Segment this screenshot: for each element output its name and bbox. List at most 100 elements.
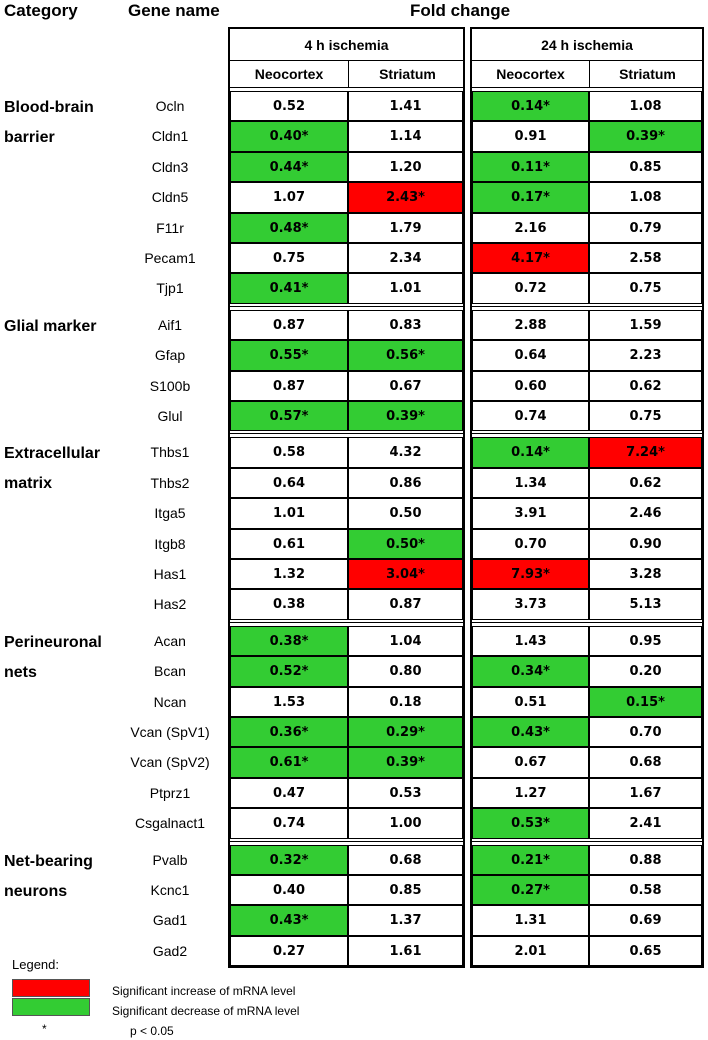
fold-value-cell: 0.27* xyxy=(472,875,589,906)
fold-value-cell: 1.20 xyxy=(348,151,463,183)
fold-value-cell: 0.41* xyxy=(230,273,348,304)
fold-value-cell: 0.17* xyxy=(472,182,589,213)
fold-value-cell: 0.21* xyxy=(472,844,589,875)
gene-name: Csgalnact1 xyxy=(134,815,206,832)
fold-value-cell: 1.59 xyxy=(589,309,702,341)
panel-4h-title: 4 h ischemia xyxy=(304,37,389,53)
gene-name: Cldn5 xyxy=(151,189,189,206)
fold-value-cell: 2.41 xyxy=(589,808,702,839)
fold-value-cell: 0.53* xyxy=(472,808,589,839)
fold-value-cell: 1.79 xyxy=(348,212,463,243)
fold-value-cell: 0.58 xyxy=(589,875,702,906)
legend-increase-label: Significant increase of mRNA level xyxy=(112,984,296,998)
gene-name: Thbs1 xyxy=(150,444,190,461)
panel-24h-col-striatum: Striatum xyxy=(619,66,676,82)
fold-value-cell: 0.29* xyxy=(348,717,463,748)
fold-value-cell: 1.43 xyxy=(472,625,589,657)
category-label: Blood-brain xyxy=(4,99,94,116)
fold-value-cell: 0.39* xyxy=(348,747,463,778)
fold-value-cell: 0.80 xyxy=(348,656,463,687)
fold-value-cell: 0.18 xyxy=(348,686,463,717)
fold-value-cell: 0.57* xyxy=(230,401,348,432)
fold-value-cell: 0.87 xyxy=(230,309,348,341)
fold-value-cell: 1.14 xyxy=(348,121,463,152)
fold-value-cell: 1.31 xyxy=(472,905,589,936)
gene-name: Gfap xyxy=(154,347,186,364)
panel-4h-title-divider xyxy=(230,60,463,61)
fold-value-cell: 0.75 xyxy=(589,273,702,304)
fold-value-cell: 2.46 xyxy=(589,498,702,529)
fold-value-cell: 0.87 xyxy=(348,589,463,620)
fold-value-cell: 0.53 xyxy=(348,777,463,809)
fold-value-cell: 1.34 xyxy=(472,467,589,499)
fold-value-cell: 1.01 xyxy=(230,498,348,529)
fold-value-cell: 5.13 xyxy=(589,589,702,620)
fold-value-cell: 1.27 xyxy=(472,777,589,809)
fold-value-cell: 0.52 xyxy=(230,91,348,122)
gene-name: Ncan xyxy=(153,693,187,710)
fold-value-cell: 4.17* xyxy=(472,243,589,274)
fold-value-cell: 0.60 xyxy=(472,370,589,401)
gene-name: Acan xyxy=(154,632,186,649)
fold-value-cell: 0.86 xyxy=(348,467,463,499)
panel-4h-col-neocortex: Neocortex xyxy=(254,66,324,82)
fold-value-cell: 0.70 xyxy=(472,528,589,559)
fold-value-cell: 1.08 xyxy=(589,182,702,213)
fold-value-cell: 0.95 xyxy=(589,625,702,657)
fold-value-cell: 0.90 xyxy=(589,528,702,559)
fold-value-cell: 0.62 xyxy=(589,370,702,401)
fold-value-cell: 1.37 xyxy=(348,905,463,936)
fold-value-cell: 0.88 xyxy=(589,844,702,875)
fold-value-cell: 0.55* xyxy=(230,340,348,371)
legend-pvalue: p < 0.05 xyxy=(130,1024,174,1038)
fold-value-cell: 1.53 xyxy=(230,686,348,717)
fold-value-cell: 0.67 xyxy=(472,747,589,778)
legend-title: Legend: xyxy=(12,957,59,972)
gene-name: Bcan xyxy=(154,663,186,680)
header-gene-name: Gene name xyxy=(128,1,220,20)
fold-value-cell: 2.01 xyxy=(472,935,589,967)
fold-value-cell: 0.44* xyxy=(230,151,348,183)
panel-24h-title-divider xyxy=(472,60,702,61)
gene-name: Vcan (SpV1) xyxy=(130,724,210,740)
fold-value-cell: 0.40 xyxy=(230,875,348,906)
fold-value-cell: 3.04* xyxy=(348,559,463,590)
fold-value-cell: 2.34 xyxy=(348,243,463,274)
fold-value-cell: 0.64 xyxy=(472,340,589,371)
fold-value-cell: 0.64 xyxy=(230,467,348,499)
fold-value-cell: 0.67 xyxy=(348,370,463,401)
fold-value-cell: 0.87 xyxy=(230,370,348,401)
gene-name: Cldn3 xyxy=(151,158,189,175)
header-fold-change: Fold change xyxy=(410,1,511,20)
gene-name: Has1 xyxy=(153,566,187,582)
gene-name: Itgb8 xyxy=(154,535,186,552)
legend-star: * xyxy=(42,1022,47,1036)
category-label: matrix xyxy=(4,475,53,493)
gene-name: Gad2 xyxy=(152,942,188,959)
gene-name: Pvalb xyxy=(152,851,188,868)
panel-4h: 4 h ischemia Neocortex Striatum xyxy=(228,27,465,969)
fold-value-cell: 0.11* xyxy=(472,151,589,183)
legend-increase-swatch xyxy=(12,979,90,997)
category-label: Extracellular xyxy=(4,445,101,463)
fold-value-cell: 0.20 xyxy=(589,656,702,687)
fold-value-cell: 0.38* xyxy=(230,625,348,657)
gene-name: Vcan (SpV2) xyxy=(130,754,210,771)
fold-value-cell: 0.58 xyxy=(230,437,348,468)
fold-value-cell: 2.16 xyxy=(472,212,589,243)
fold-value-cell: 1.41 xyxy=(348,91,463,122)
gene-name: Ptprz1 xyxy=(149,784,191,801)
gene-name: Kcnc1 xyxy=(150,882,190,898)
category-label: nets xyxy=(4,663,37,681)
fold-value-cell: 0.39* xyxy=(589,121,702,152)
gene-name: Thbs2 xyxy=(150,474,190,491)
fold-value-cell: 0.32* xyxy=(230,844,348,875)
category-label: Glial marker xyxy=(4,317,97,335)
fold-value-cell: 2.88 xyxy=(472,309,589,341)
category-label: barrier xyxy=(4,129,55,146)
fold-value-cell: 0.14* xyxy=(472,91,589,122)
fold-value-cell: 0.68 xyxy=(348,844,463,875)
fold-value-cell: 0.52* xyxy=(230,656,348,687)
fold-value-cell: 0.40* xyxy=(230,121,348,152)
gene-name: Tjp1 xyxy=(156,280,184,297)
